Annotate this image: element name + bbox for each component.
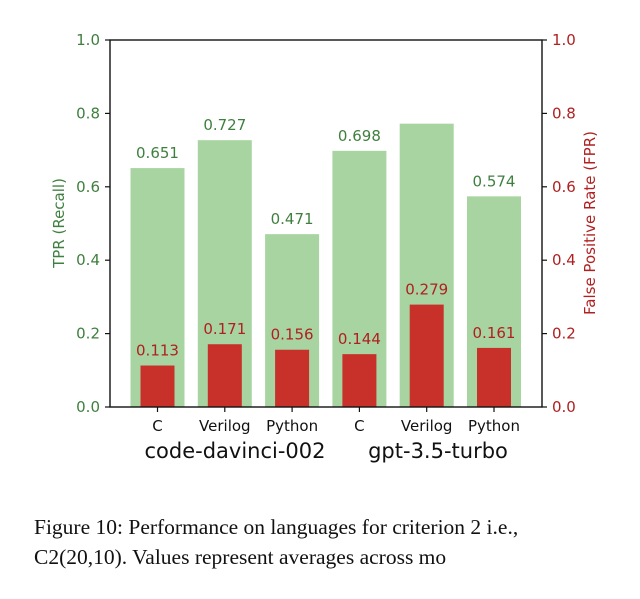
- fpr-value-label: 0.156: [271, 326, 314, 344]
- axis-ticks: 0.0 0.0 0.2 0.2 0.4 0.4 0.6 0.6 0.8 0.8 1.0 1.0: [76, 31, 576, 416]
- category-label: Verilog: [401, 417, 453, 435]
- fpr-value-label: 0.144: [338, 330, 381, 348]
- caption-line-2: C2(20,10). Values represent averages acr…: [34, 545, 447, 569]
- fpr-bar: [409, 304, 444, 407]
- tpr-value-label: 0.727: [203, 116, 246, 134]
- category-label: Python: [266, 417, 318, 435]
- y-tick-label-left: 0.0: [76, 398, 100, 416]
- y-tick-label-right: 0.6: [552, 178, 576, 196]
- fpr-bar: [140, 365, 175, 407]
- y-tick-label-right: 0.4: [552, 251, 576, 269]
- y-tick-label-left: 0.4: [76, 251, 100, 269]
- tpr-value-label: 0.698: [338, 127, 381, 145]
- caption-line-1: Figure 10: Performance on languages for …: [34, 515, 519, 539]
- y-tick-label-left: 0.6: [76, 178, 100, 196]
- group-label-2: gpt-3.5-turbo: [368, 439, 508, 463]
- y-axis-title-left: TPR (Recall): [50, 178, 68, 269]
- tpr-value-label: 0.651: [136, 144, 179, 162]
- group-label-1: code-davinci-002: [144, 439, 325, 463]
- tpr-value-label: 0.471: [271, 210, 314, 228]
- tpr-value-label: 0.574: [473, 172, 516, 190]
- y-tick-label-left: 1.0: [76, 31, 100, 49]
- y-tick-label-right: 0.0: [552, 398, 576, 416]
- category-labels: C Verilog Python C Verilog Python: [152, 407, 520, 435]
- fpr-bars: [140, 304, 511, 407]
- fpr-bar: [477, 347, 511, 407]
- fpr-bar: [342, 354, 377, 407]
- category-label: Python: [468, 417, 520, 435]
- y-tick-label-right: 0.8: [552, 104, 576, 122]
- y-tick-label-left: 0.8: [76, 104, 100, 122]
- fpr-value-label: 0.161: [473, 324, 516, 342]
- category-label: C: [152, 417, 162, 435]
- fpr-value-label: 0.171: [203, 320, 246, 338]
- tpr-bars: [130, 123, 521, 408]
- category-label: Verilog: [199, 417, 251, 435]
- y-axis-title-right: False Positive Rate (FPR): [581, 131, 599, 315]
- fpr-bar: [275, 349, 310, 407]
- y-tick-label-right: 0.2: [552, 325, 576, 343]
- data-labels: 0.651 0.113 0.727 0.171 0.471 0.156 0.698 0.144…: [136, 116, 515, 359]
- fpr-value-label: 0.113: [136, 342, 179, 360]
- fpr-bar: [207, 344, 242, 407]
- figure-caption: Figure 10: Performance on languages for …: [34, 512, 624, 572]
- y-tick-label-left: 0.2: [76, 325, 100, 343]
- plot-frame: [109, 39, 543, 408]
- chart: 0.651 0.113 0.727 0.171 0.471 0.156 0.698 0.144…: [50, 31, 599, 463]
- category-label: C: [354, 417, 364, 435]
- fpr-value-label: 0.279: [405, 281, 448, 299]
- y-tick-label-right: 1.0: [552, 31, 576, 49]
